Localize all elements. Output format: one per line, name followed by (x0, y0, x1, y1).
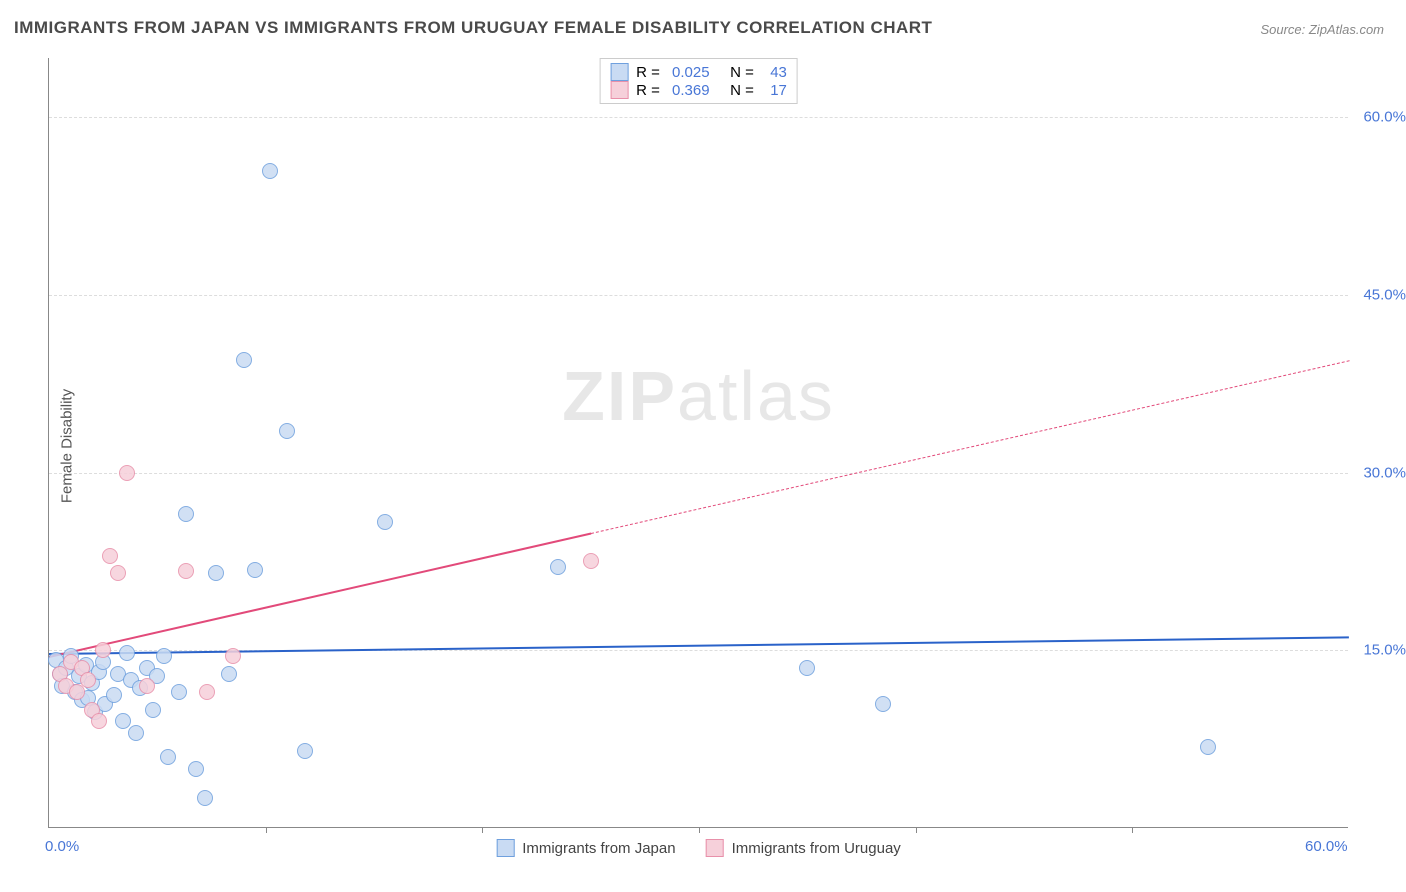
data-point (119, 645, 135, 661)
gridline (49, 295, 1348, 296)
data-point (128, 725, 144, 741)
y-tick-label: 60.0% (1363, 109, 1406, 126)
watermark: ZIPatlas (562, 356, 835, 436)
legend-label: Immigrants from Uruguay (732, 840, 901, 857)
x-tick (916, 827, 917, 833)
data-point (102, 548, 118, 564)
data-point (247, 562, 263, 578)
legend-item: Immigrants from Japan (496, 839, 675, 857)
legend-n-label: N = (718, 82, 758, 99)
legend-n-value: 43 (766, 64, 787, 81)
data-point (208, 565, 224, 581)
data-point (106, 687, 122, 703)
legend-r-label: R = (636, 82, 664, 99)
data-point (197, 790, 213, 806)
legend-item: Immigrants from Uruguay (706, 839, 901, 857)
y-tick-label: 30.0% (1363, 464, 1406, 481)
data-point (145, 702, 161, 718)
data-point (875, 696, 891, 712)
gridline (49, 473, 1348, 474)
data-point (171, 684, 187, 700)
data-point (221, 666, 237, 682)
trend-line (49, 533, 591, 658)
data-point (80, 672, 96, 688)
data-point (139, 678, 155, 694)
legend-r-label: R = (636, 64, 664, 81)
x-tick (266, 827, 267, 833)
x-tick (699, 827, 700, 833)
data-point (156, 648, 172, 664)
data-point (95, 642, 111, 658)
data-point (262, 163, 278, 179)
data-point (377, 514, 393, 530)
data-point (297, 743, 313, 759)
plot-area: ZIPatlas R = 0.025 N = 43R = 0.369 N = 1… (48, 58, 1348, 828)
data-point (115, 713, 131, 729)
data-point (178, 506, 194, 522)
legend-r-value: 0.025 (672, 64, 710, 81)
y-tick-label: 15.0% (1363, 642, 1406, 659)
data-point (91, 713, 107, 729)
data-point (110, 565, 126, 581)
chart-container: IMMIGRANTS FROM JAPAN VS IMMIGRANTS FROM… (0, 0, 1406, 892)
data-point (799, 660, 815, 676)
data-point (583, 553, 599, 569)
legend-label: Immigrants from Japan (522, 840, 675, 857)
legend-row: R = 0.369 N = 17 (610, 81, 787, 99)
x-tick-label: 0.0% (45, 838, 79, 855)
data-point (188, 761, 204, 777)
legend-swatch (610, 63, 628, 81)
legend-n-label: N = (718, 64, 758, 81)
data-point (236, 352, 252, 368)
gridline (49, 117, 1348, 118)
legend-swatch (706, 839, 724, 857)
trend-line (591, 360, 1350, 534)
chart-title: IMMIGRANTS FROM JAPAN VS IMMIGRANTS FROM… (14, 18, 932, 38)
legend-n-value: 17 (766, 82, 787, 99)
x-tick-label: 60.0% (1305, 838, 1348, 855)
x-tick (1132, 827, 1133, 833)
data-point (160, 749, 176, 765)
data-point (1200, 739, 1216, 755)
legend-swatch (496, 839, 514, 857)
source-label: Source: ZipAtlas.com (1260, 22, 1384, 37)
y-tick-label: 45.0% (1363, 286, 1406, 303)
trend-line (49, 636, 1349, 655)
legend-r-value: 0.369 (672, 82, 710, 99)
data-point (199, 684, 215, 700)
data-point (550, 559, 566, 575)
data-point (178, 563, 194, 579)
data-point (279, 423, 295, 439)
series-legend: Immigrants from Japan Immigrants from Uru… (496, 839, 901, 857)
data-point (119, 465, 135, 481)
x-tick (482, 827, 483, 833)
legend-swatch (610, 81, 628, 99)
correlation-legend: R = 0.025 N = 43R = 0.369 N = 17 (599, 58, 798, 104)
data-point (225, 648, 241, 664)
legend-row: R = 0.025 N = 43 (610, 63, 787, 81)
